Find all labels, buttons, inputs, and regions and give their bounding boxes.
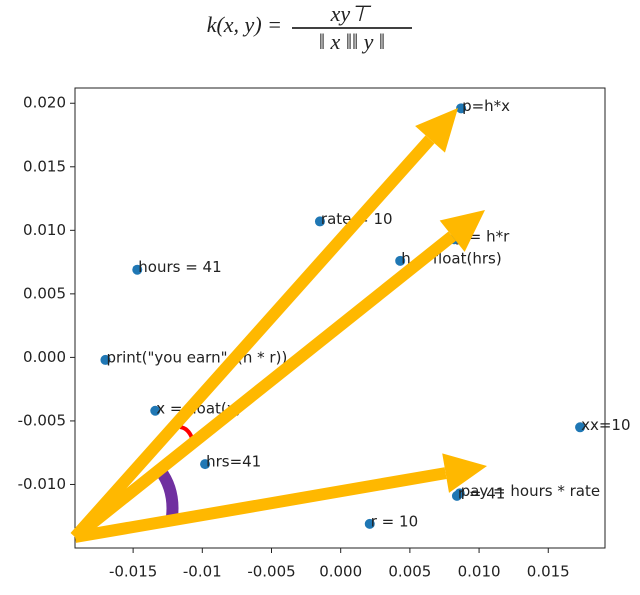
formula-numerator: xy⊤ [330, 1, 373, 26]
y-tick-label: 0.000 [23, 348, 66, 366]
point-label: r = 10 [371, 512, 418, 530]
point-label: x = float(x) [156, 399, 241, 417]
point [314, 216, 325, 227]
vector-arrow [70, 135, 435, 541]
x-tick-label: 0.000 [319, 563, 362, 581]
arrow-head [442, 453, 487, 493]
x-tick-label: -0.015 [109, 563, 157, 581]
point-label: hours = 41 [138, 258, 221, 276]
x-tick-label: 0.015 [527, 563, 570, 581]
angle-arc-purple [155, 466, 179, 518]
point [575, 422, 586, 433]
point-label: r = 41 [458, 484, 505, 502]
point [451, 490, 462, 501]
formula-denominator: ‖ x ‖‖ y ‖ [319, 29, 385, 54]
arrow-head [439, 210, 485, 252]
y-tick-label: -0.005 [18, 411, 66, 429]
point-label: p=h*x [462, 97, 510, 115]
x-tick-label: -0.005 [247, 563, 295, 581]
overlay [70, 108, 487, 543]
y-tick-label: 0.015 [23, 157, 66, 175]
arrow-head [415, 108, 458, 153]
point [200, 459, 211, 470]
y-tick-label: 0.010 [23, 221, 66, 239]
point [150, 405, 161, 416]
point-label: pay = hours * rate [461, 482, 600, 500]
point [364, 518, 375, 529]
vector-arrow [73, 467, 447, 543]
y-tick-label: 0.005 [23, 284, 66, 302]
point [132, 264, 143, 275]
vector-arrow [71, 231, 456, 542]
angle-arc-red [179, 425, 194, 439]
x-tick-label: 0.005 [388, 563, 431, 581]
point [395, 255, 406, 266]
y-tick-label: 0.020 [23, 94, 66, 112]
point-label: print("you earn", (h * r)) [106, 348, 287, 366]
point-label: xx=10 [581, 416, 630, 434]
point-label: hrs=41 [206, 453, 261, 471]
point [100, 354, 111, 365]
y-tick-label: -0.010 [18, 475, 66, 493]
formula-lhs: k(x, y) = [207, 12, 282, 37]
plot-frame [74, 87, 606, 549]
x-tick-label: 0.010 [458, 563, 501, 581]
points: p=h*xrate = 10y = h*rh = float(hrs)hours… [100, 97, 631, 530]
point [456, 103, 467, 114]
x-tick-label: -0.01 [183, 563, 222, 581]
